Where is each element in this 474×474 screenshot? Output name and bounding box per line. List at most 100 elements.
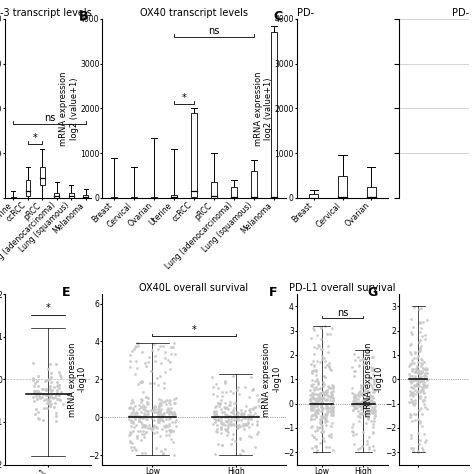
Point xyxy=(52,360,60,367)
Point xyxy=(329,398,337,405)
Point xyxy=(416,344,423,351)
Point xyxy=(313,409,321,416)
Point xyxy=(52,392,60,399)
Point xyxy=(159,449,167,457)
Point xyxy=(370,447,378,454)
Point xyxy=(406,363,413,370)
Point xyxy=(310,386,318,393)
Point xyxy=(156,372,164,380)
Point xyxy=(324,391,331,399)
Point xyxy=(212,409,219,416)
Point xyxy=(309,406,317,413)
Point xyxy=(154,409,161,417)
Point xyxy=(214,392,221,400)
Point xyxy=(414,447,421,455)
Point xyxy=(422,438,429,446)
Point xyxy=(143,410,151,418)
Text: *: * xyxy=(191,325,196,335)
Point xyxy=(358,399,366,406)
Point xyxy=(317,419,324,427)
Text: PD-: PD- xyxy=(297,8,314,18)
Point xyxy=(169,410,176,418)
Point xyxy=(419,447,427,454)
Point xyxy=(168,409,175,416)
Text: *: * xyxy=(46,303,51,313)
Point xyxy=(150,422,158,430)
Point xyxy=(313,401,321,409)
Point xyxy=(319,428,327,436)
Point xyxy=(356,388,363,395)
Point xyxy=(46,360,54,367)
Point xyxy=(364,400,371,408)
Point xyxy=(417,374,424,381)
Point xyxy=(408,418,416,425)
Point xyxy=(366,400,374,408)
Point xyxy=(350,392,358,400)
Point xyxy=(140,403,148,410)
Point xyxy=(126,403,134,411)
Point xyxy=(329,406,337,414)
Point xyxy=(415,367,423,374)
Point xyxy=(131,410,139,418)
Point xyxy=(328,401,336,408)
Point xyxy=(368,398,376,405)
Point xyxy=(358,399,366,406)
Point xyxy=(416,318,424,326)
Point xyxy=(140,410,148,417)
Point xyxy=(352,405,359,412)
Point xyxy=(418,368,426,375)
Point xyxy=(162,445,169,453)
Point xyxy=(311,395,319,402)
Point xyxy=(355,408,362,415)
Point xyxy=(323,417,331,425)
Point xyxy=(55,368,63,376)
Point xyxy=(356,392,363,400)
Point xyxy=(249,411,257,419)
Point xyxy=(348,364,356,371)
Point xyxy=(313,423,320,430)
Point xyxy=(237,434,244,442)
Point xyxy=(235,417,242,424)
Point xyxy=(367,392,375,400)
Point xyxy=(421,394,428,401)
Text: ns: ns xyxy=(337,308,348,318)
Point xyxy=(411,396,419,404)
Point xyxy=(418,386,426,393)
Point xyxy=(354,391,362,398)
Point xyxy=(218,419,225,427)
Point xyxy=(317,428,325,436)
Point xyxy=(155,410,163,418)
Point xyxy=(311,410,319,417)
Point xyxy=(308,401,316,408)
Point xyxy=(163,406,170,414)
Point xyxy=(217,429,225,437)
Point xyxy=(365,409,373,416)
Point xyxy=(135,401,143,408)
Point xyxy=(328,325,336,332)
Point xyxy=(415,306,423,313)
Point xyxy=(363,394,370,401)
Text: G: G xyxy=(368,285,378,299)
Point xyxy=(209,390,217,398)
Point xyxy=(411,372,419,380)
Point xyxy=(212,416,219,424)
Point xyxy=(224,423,232,431)
Point xyxy=(309,380,317,387)
Point xyxy=(317,335,325,342)
Point xyxy=(308,415,315,422)
Bar xyxy=(271,32,277,198)
Point xyxy=(42,395,50,402)
Point xyxy=(162,368,169,376)
Point xyxy=(362,405,370,413)
Point xyxy=(319,434,327,442)
Point xyxy=(370,388,378,396)
Point xyxy=(368,403,375,410)
Point xyxy=(410,385,417,392)
Point xyxy=(166,409,173,416)
Point xyxy=(159,451,167,458)
Point xyxy=(325,362,332,370)
Point xyxy=(249,405,256,412)
Point xyxy=(152,402,159,410)
Point xyxy=(135,413,143,420)
Point xyxy=(135,412,142,419)
